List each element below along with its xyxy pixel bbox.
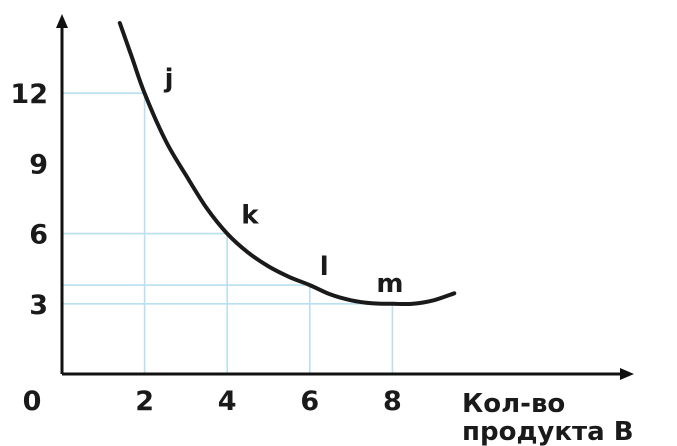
y-axis-arrow [56, 14, 68, 28]
x-axis-title-line-2: продукта В [462, 417, 634, 446]
x-tick-labels: 0 2 4 6 8 [23, 386, 402, 417]
y-tick-label-9: 9 [29, 149, 48, 180]
x-tick-label-6: 6 [300, 386, 319, 417]
point-labels: j k l m [164, 64, 404, 299]
curve-line [117, 21, 457, 307]
point-label-k: k [241, 201, 259, 231]
x-tick-label-8: 8 [383, 386, 402, 417]
x-axis-title-line-1: Кол-во [462, 389, 565, 419]
y-tick-labels: 12 9 6 3 [10, 79, 48, 321]
point-label-j: j [164, 64, 174, 94]
guide-lines [62, 92, 394, 374]
y-tick-label-6: 6 [29, 220, 48, 251]
y-tick-label-12: 12 [10, 79, 48, 110]
axes [56, 14, 634, 380]
x-tick-label-0: 0 [23, 386, 42, 417]
x-tick-label-4: 4 [218, 386, 237, 417]
x-tick-label-2: 2 [135, 386, 154, 417]
point-label-l: l [320, 252, 329, 282]
y-tick-label-3: 3 [29, 290, 48, 321]
point-label-m: m [376, 269, 403, 299]
x-axis-arrow [620, 368, 634, 380]
